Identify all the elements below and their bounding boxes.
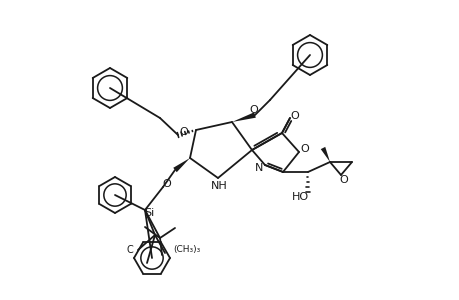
- Polygon shape: [173, 158, 190, 172]
- Text: O: O: [179, 127, 188, 137]
- Text: O: O: [162, 179, 171, 189]
- Text: Si: Si: [144, 208, 154, 218]
- Polygon shape: [231, 112, 255, 122]
- Text: O: O: [339, 175, 347, 185]
- Text: HO: HO: [291, 192, 308, 202]
- Polygon shape: [320, 147, 329, 162]
- Text: NH: NH: [210, 181, 227, 191]
- Text: O: O: [290, 111, 299, 121]
- Text: N: N: [254, 163, 263, 173]
- Text: (CH₃)₃: (CH₃)₃: [173, 245, 200, 254]
- Text: O: O: [249, 105, 258, 115]
- Text: O: O: [300, 144, 309, 154]
- Text: C: C: [126, 245, 133, 255]
